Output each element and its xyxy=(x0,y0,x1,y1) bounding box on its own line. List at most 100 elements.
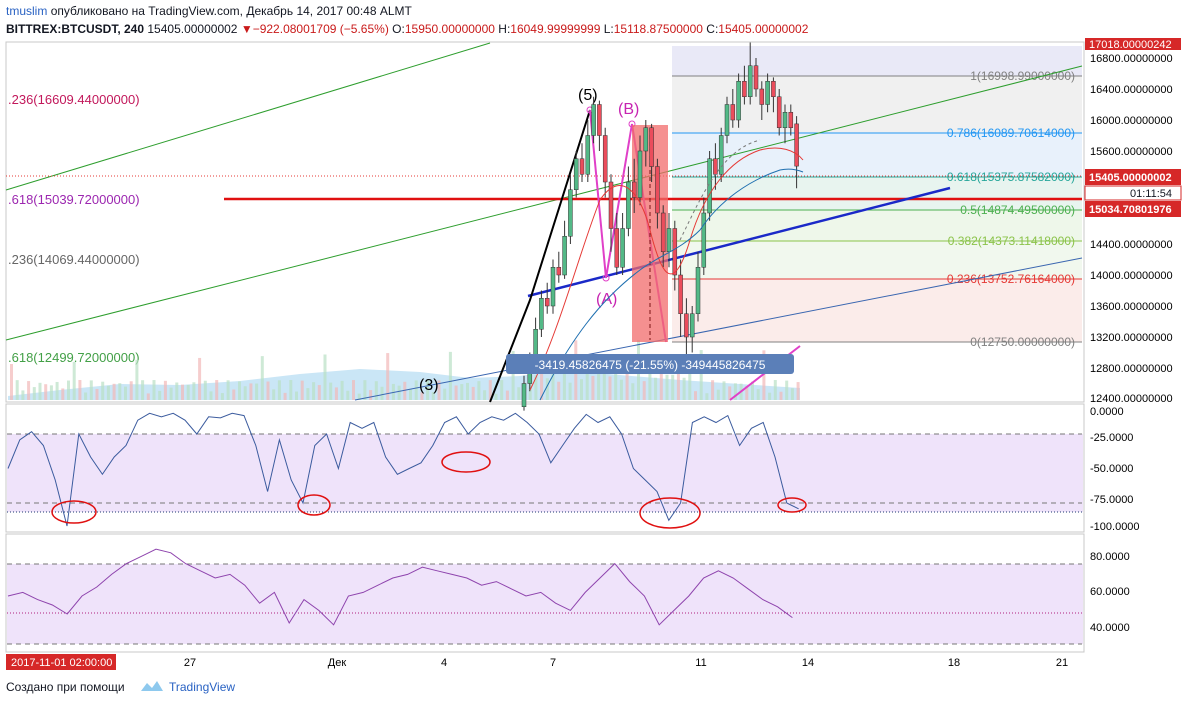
candle-body xyxy=(695,267,701,314)
volume-bar xyxy=(511,350,515,400)
volume-bar xyxy=(135,359,139,400)
candle-body xyxy=(701,212,707,268)
volume-bar xyxy=(163,380,167,400)
annotation-circles[interactable] xyxy=(51,451,807,529)
wave-line-black[interactable] xyxy=(489,109,591,403)
volume-bar xyxy=(277,380,281,400)
volume-bar xyxy=(38,382,42,400)
time-tick: 11 xyxy=(695,657,706,669)
rsi-tick: 80.0000 xyxy=(1090,551,1130,563)
volume-bar xyxy=(409,388,412,400)
rsi-axis[interactable]: 80.0000 60.0000 40.0000 xyxy=(1090,551,1130,634)
channel-line-green-lower[interactable] xyxy=(5,65,1083,341)
symbol-label[interactable]: BITTREX:BTCUSDT, 240 xyxy=(6,22,145,36)
candle-body xyxy=(620,228,625,268)
volume-bar xyxy=(471,386,475,400)
volume-bar xyxy=(226,380,230,400)
time-badge: 2017-11-01 02:00:00 xyxy=(11,657,112,669)
candle-body xyxy=(556,267,562,276)
time-tick: 27 xyxy=(184,657,196,669)
volume-bar xyxy=(15,380,19,400)
volume-bar xyxy=(300,380,304,400)
volume-bar xyxy=(391,383,395,400)
candle-body xyxy=(747,65,753,97)
time-tick: 7 xyxy=(550,657,556,669)
stoch-band xyxy=(7,434,1083,512)
candle-body xyxy=(776,96,782,128)
volume-bar xyxy=(534,375,538,400)
volume-bar xyxy=(306,388,310,400)
candle-body xyxy=(579,158,585,175)
fib-0-label: 0(12750.00000000) xyxy=(970,335,1075,349)
volume-bar xyxy=(762,350,766,400)
created-with-text: Создано при помощи xyxy=(6,680,125,694)
volume-bar xyxy=(768,392,772,400)
fib-retracement[interactable]: 1(16998.99000000) 0.786(16089.70614000) … xyxy=(672,46,1082,349)
channel-line-blue[interactable] xyxy=(354,257,1083,401)
volume-bar xyxy=(55,381,59,400)
volume-bar xyxy=(711,380,715,400)
chart-canvas[interactable]: 1(16998.99000000) 0.786(16089.70614000) … xyxy=(0,0,1184,680)
volume-bar xyxy=(580,379,583,400)
candle-body xyxy=(765,81,770,105)
candle-body xyxy=(660,212,666,252)
volume-bar xyxy=(431,392,435,400)
wave-b-label: (B) xyxy=(618,101,639,118)
price-axis[interactable]: 16800.00000000 16400.00000000 16000.0000… xyxy=(1083,38,1182,405)
volume-bar xyxy=(158,390,162,400)
candle-body xyxy=(614,228,620,268)
time-axis[interactable]: 2017-11-01 02:00:00 27 Дек 4 7 11 14 18 … xyxy=(6,654,1068,670)
volume-bar xyxy=(295,391,298,400)
volume-bar xyxy=(249,383,253,400)
volume-bar xyxy=(118,383,122,400)
volume-bar xyxy=(705,393,709,400)
volume-bar xyxy=(67,380,70,400)
high-label: H: xyxy=(498,22,511,36)
stoch-tick: 0.0000 xyxy=(1090,406,1124,418)
volume-bar xyxy=(443,388,447,400)
volume-bar xyxy=(346,390,350,400)
close-label: C: xyxy=(706,22,719,36)
candle-body xyxy=(678,274,683,314)
candle-body xyxy=(718,135,724,175)
tradingview-logo-icon[interactable] xyxy=(140,679,164,696)
footer: Создано при помощи TradingView xyxy=(6,680,235,694)
volume-bar xyxy=(699,350,703,400)
volume-bar xyxy=(141,380,145,400)
volume-bar xyxy=(602,373,606,400)
volume-bar xyxy=(659,372,663,400)
wave-5-label: (5) xyxy=(578,87,598,104)
volume-bar xyxy=(773,380,777,400)
channel-line-green[interactable] xyxy=(5,42,491,191)
volume-bar xyxy=(420,392,424,400)
stoch-axis[interactable]: 0.0000 -25.0000 -50.0000 -75.0000 -100.0… xyxy=(1090,406,1140,533)
candle-body xyxy=(794,123,799,167)
stoch-tick: -75.0000 xyxy=(1090,494,1133,506)
trend-line-blue[interactable] xyxy=(527,186,951,298)
author-link[interactable]: tmuslim xyxy=(6,4,48,18)
volume-bar xyxy=(397,385,401,400)
volume-bar xyxy=(198,357,202,400)
volume-bar xyxy=(61,388,65,400)
volume-bar xyxy=(557,381,561,400)
time-tick: 4 xyxy=(441,657,447,669)
volume-bar xyxy=(181,384,184,400)
volume-bar xyxy=(568,382,572,400)
candle-body xyxy=(759,88,765,105)
volume-bar xyxy=(220,393,224,400)
volume-bar xyxy=(129,381,133,400)
candle-body xyxy=(771,81,776,97)
fib-0786-label: 0.786(16089.70614000) xyxy=(947,126,1075,140)
volume-bar xyxy=(232,389,236,400)
volume-bar xyxy=(648,370,652,400)
last-price: 15405.00000002 xyxy=(147,22,238,36)
volume-bar xyxy=(340,380,344,400)
candle-body xyxy=(655,166,660,214)
volume-bar xyxy=(357,393,361,400)
stoch-tick: -25.0000 xyxy=(1090,432,1133,444)
volume-bar xyxy=(363,380,367,400)
volume-bar xyxy=(72,361,76,400)
volume-bars xyxy=(10,340,800,400)
tradingview-link[interactable]: TradingView xyxy=(169,680,236,694)
left-fib-label: .618(15039.72000000) xyxy=(8,192,140,207)
